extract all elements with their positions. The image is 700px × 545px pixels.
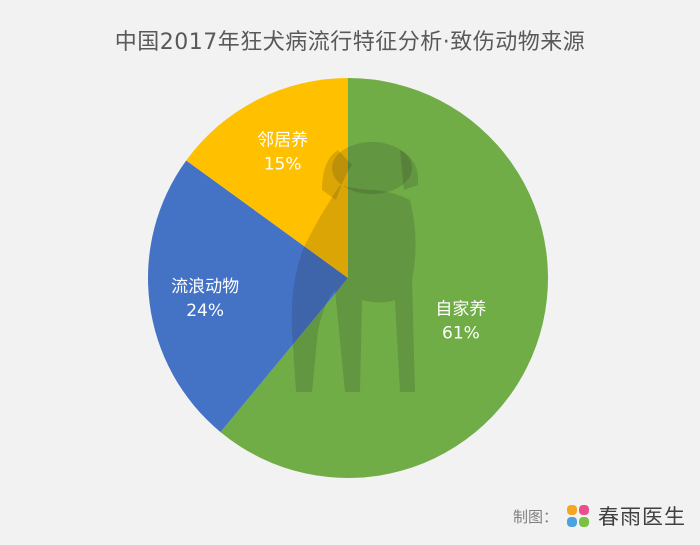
credit-label: 制图： [512,507,558,526]
chart-title: 中国2017年狂犬病流行特征分析·致伤动物来源 [114,30,586,55]
slice-value-2: 15% [264,155,302,175]
chart-credit: 制图： 春雨医生 [513,501,686,531]
slice-label-2: 邻居养 [257,131,308,151]
brand-name: 春雨医生 [598,505,686,529]
four-petal-flower-logo-icon [567,505,589,527]
pie-slice-0 [220,78,548,479]
slice-label-0: 自家养 [435,300,486,320]
pie-slice-2 [186,78,348,278]
slice-label-1: 流浪动物 [171,277,239,297]
slice-value-1: 24% [186,301,224,321]
dog-silhouette-icon [291,142,419,392]
slice-value-0: 61% [442,324,480,344]
pie-slice-1 [148,160,348,433]
